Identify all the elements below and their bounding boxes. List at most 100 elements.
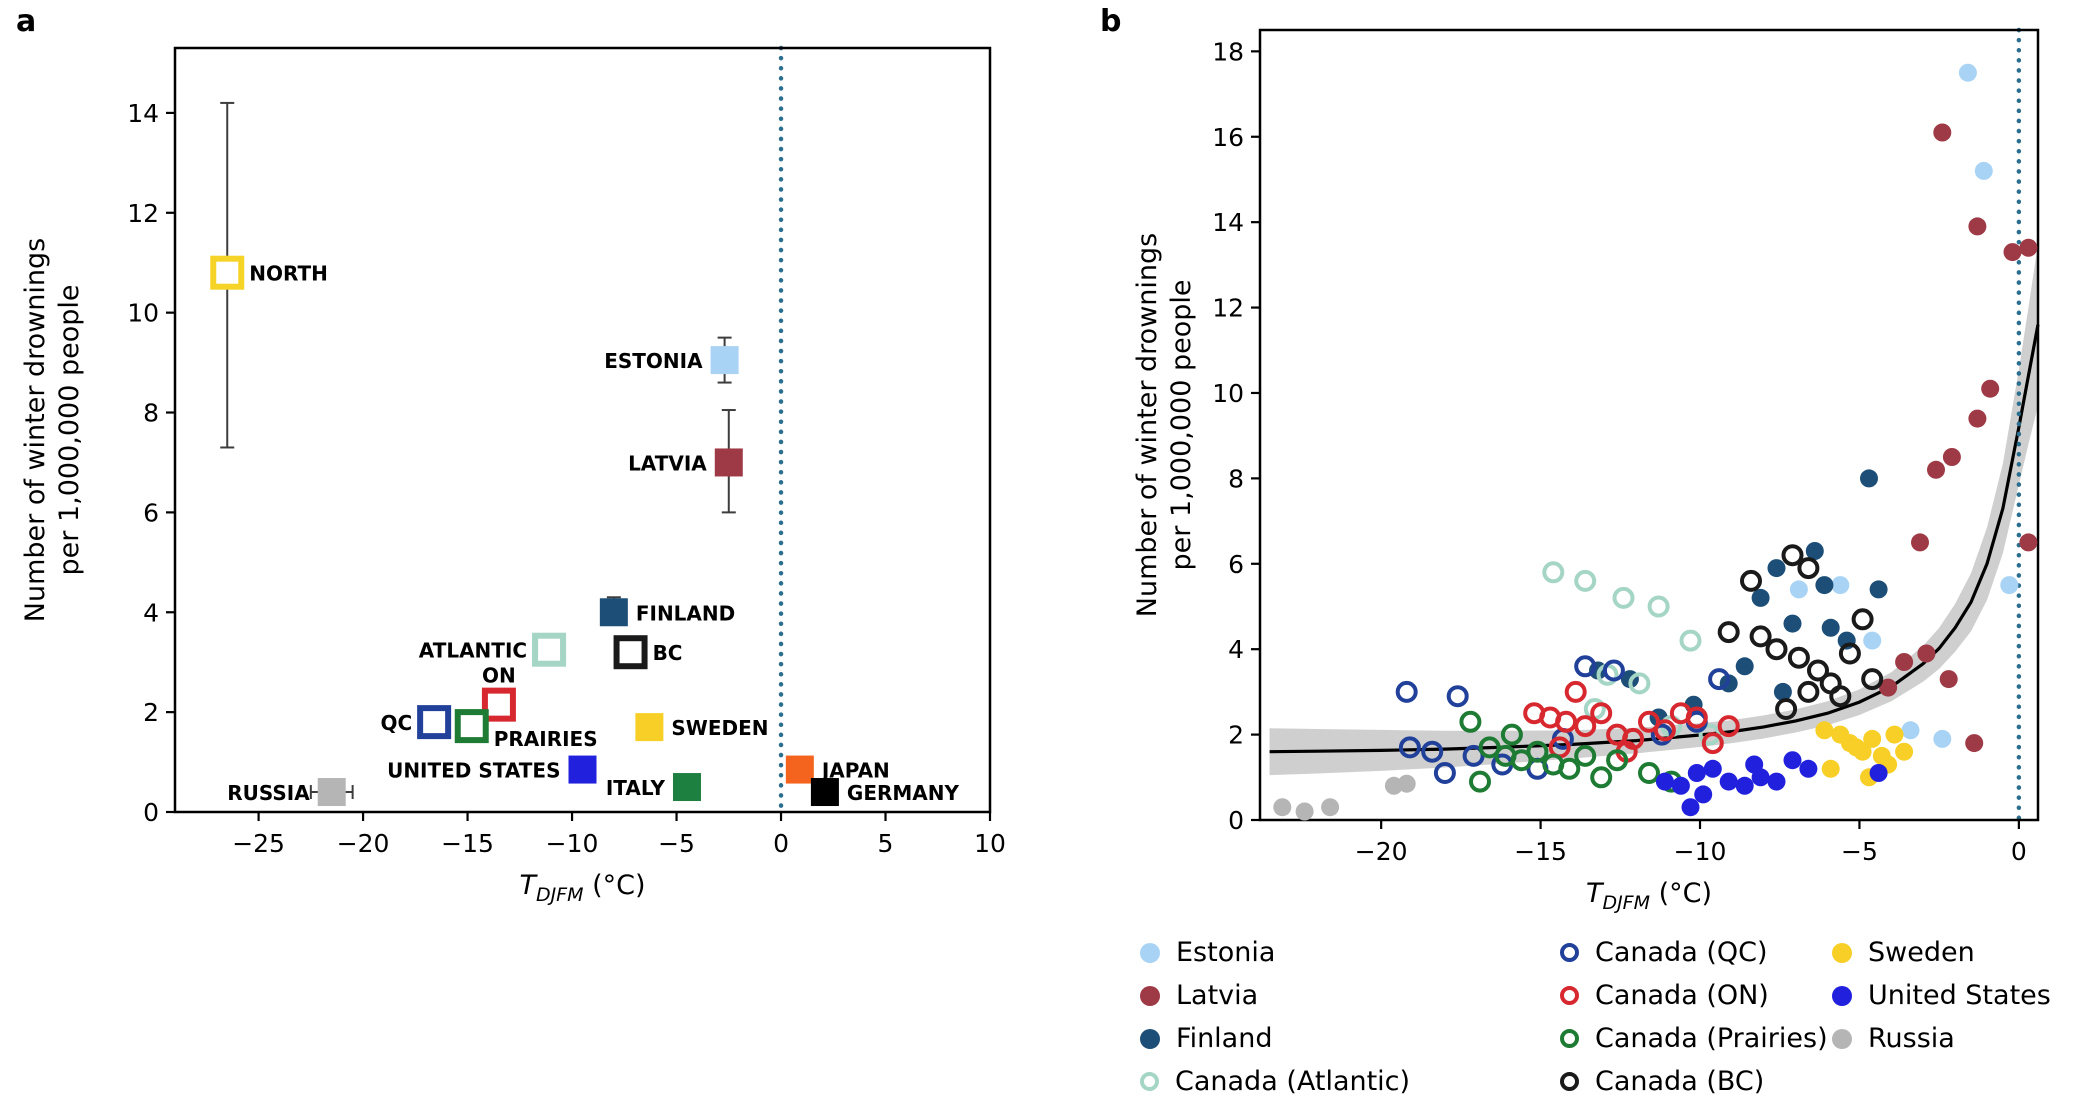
legend-label: Estonia xyxy=(1176,937,1276,968)
scatter-point xyxy=(1421,740,1444,763)
scatter-point xyxy=(1735,776,1754,795)
legend-item: Canada (Prairies) xyxy=(1560,1017,1828,1060)
scatter-point xyxy=(1767,772,1786,791)
scatter-point xyxy=(1433,762,1456,784)
y-tick-label: 0 xyxy=(143,798,159,827)
scatter-point xyxy=(1879,678,1898,697)
scatter-point xyxy=(1574,715,1597,738)
legend-label: Canada (ON) xyxy=(1595,980,1769,1011)
y-axis-label: per 1,000,000 people xyxy=(54,285,85,576)
x-tick-label: −5 xyxy=(658,829,695,858)
scatter-point xyxy=(1781,544,1804,567)
panel-a-letter: a xyxy=(16,4,37,39)
scatter-point xyxy=(1653,719,1676,742)
legend-item: Sweden xyxy=(1832,931,2051,974)
legend-marker-icon xyxy=(1140,942,1160,963)
legend-item: Canada (Atlantic) xyxy=(1140,1060,1410,1103)
scatter-point xyxy=(1273,798,1292,817)
legend-marker-icon xyxy=(1140,1028,1160,1049)
legend-marker-icon xyxy=(1140,985,1160,1006)
country-label: RUSSIA xyxy=(227,781,310,805)
scatter-point xyxy=(1628,672,1651,695)
scatter-point xyxy=(1459,710,1482,733)
scatter-point xyxy=(1869,764,1888,782)
scatter-point xyxy=(1647,595,1670,618)
country-marker xyxy=(532,632,567,667)
scatter-point xyxy=(1863,729,1882,748)
scatter-point xyxy=(1797,557,1820,580)
country-label: FINLAND xyxy=(636,601,735,625)
scatter-point xyxy=(1526,740,1549,763)
scatter-point xyxy=(1815,576,1834,595)
x-tick-label: −5 xyxy=(1841,837,1878,866)
scatter-point xyxy=(1911,533,1929,552)
y-tick-label: 0 xyxy=(1228,806,1244,835)
y-tick-label: 18 xyxy=(1212,37,1244,66)
scatter-point xyxy=(1694,785,1713,804)
plot-frame xyxy=(1258,28,2040,822)
scatter-point xyxy=(1679,629,1702,652)
fit-confidence-band xyxy=(1269,243,2038,776)
scatter-point xyxy=(1861,668,1884,691)
scatter-point xyxy=(1735,657,1754,676)
scatter-point xyxy=(1574,655,1597,678)
plot-frame xyxy=(173,46,992,814)
y-tick-label: 10 xyxy=(1212,379,1244,408)
scatter-point xyxy=(1574,569,1597,592)
scatter-point xyxy=(1789,580,1808,599)
y-tick-label: 4 xyxy=(143,598,159,627)
scatter-point xyxy=(1321,798,1340,817)
legend-label: Canada (Prairies) xyxy=(1595,1023,1828,1054)
country-marker xyxy=(599,598,628,627)
scatter-point xyxy=(1933,729,1952,748)
country-marker xyxy=(785,755,814,784)
country-marker xyxy=(710,346,739,375)
country-label: NORTH xyxy=(249,262,328,286)
country-marker xyxy=(481,687,516,722)
scatter-point xyxy=(1687,764,1706,782)
y-tick-label: 14 xyxy=(1212,208,1244,237)
scatter-point xyxy=(1638,762,1660,784)
country-label: ATLANTIC xyxy=(419,639,527,663)
country-label: GERMANY xyxy=(847,781,960,805)
scatter-point xyxy=(1462,744,1485,767)
scatter-point xyxy=(1831,576,1850,595)
y-tick-label: 2 xyxy=(1228,721,1244,750)
country-marker xyxy=(810,778,839,807)
x-axis-label: TDJFM (°C) xyxy=(519,870,645,906)
x-tick-label: −15 xyxy=(1514,837,1567,866)
y-tick-label: 12 xyxy=(1212,294,1244,323)
panel-b: b −20 −15 −10 −5 0 0 2 4 6 8 10 12 14 16 18 TDJFM (°C) N… xyxy=(1060,0,2077,1097)
legend-item: Canada (BC) xyxy=(1560,1060,1828,1103)
y-axis-label: Number of winter drownings xyxy=(20,238,51,622)
scatter-point xyxy=(1717,621,1740,644)
country-marker xyxy=(714,448,743,477)
legend-label: Canada (BC) xyxy=(1595,1066,1765,1097)
panel-a-chart: −25 −20 −15 −10 −5 0 5 10 0 2 4 6 8 10 12 14 TDJFM (°C) N… xyxy=(20,45,1006,906)
legend-label: Canada (Atlantic) xyxy=(1175,1066,1411,1097)
scatter-point xyxy=(1751,588,1770,607)
scatter-point xyxy=(1885,725,1904,744)
scatter-point xyxy=(1838,642,1861,665)
y-tick-label: 12 xyxy=(127,199,159,228)
legend-item: Canada (ON) xyxy=(1560,974,1828,1017)
scatter-point xyxy=(1917,644,1936,663)
legend-marker-icon xyxy=(1560,1029,1579,1048)
scatter-point xyxy=(1942,448,1961,466)
legend-marker-icon xyxy=(1560,943,1579,962)
country-marker xyxy=(568,755,597,784)
legend-column: Estonia Latvia Finland Canada (Atlantic) xyxy=(1140,931,1410,1103)
legend-marker-icon xyxy=(1832,985,1852,1006)
scatter-point xyxy=(1895,742,1914,761)
legend-item: Latvia xyxy=(1140,974,1410,1017)
y-tick-label: 6 xyxy=(1228,550,1244,579)
x-tick-label: −25 xyxy=(232,829,285,858)
panel-a: a −25 −20 −15 −10 −5 0 5 10 0 2 4 6 8 10 12 14 TDJFM (°C… xyxy=(16,4,1006,906)
scatter-point xyxy=(1751,768,1770,787)
country-marker xyxy=(417,705,452,740)
scatter-point xyxy=(1701,732,1724,755)
legend-label: Latvia xyxy=(1176,980,1259,1011)
x-tick-label: −20 xyxy=(1355,837,1408,866)
country-label: LATVIA xyxy=(628,451,707,475)
country-label: SWEDEN xyxy=(671,716,768,740)
